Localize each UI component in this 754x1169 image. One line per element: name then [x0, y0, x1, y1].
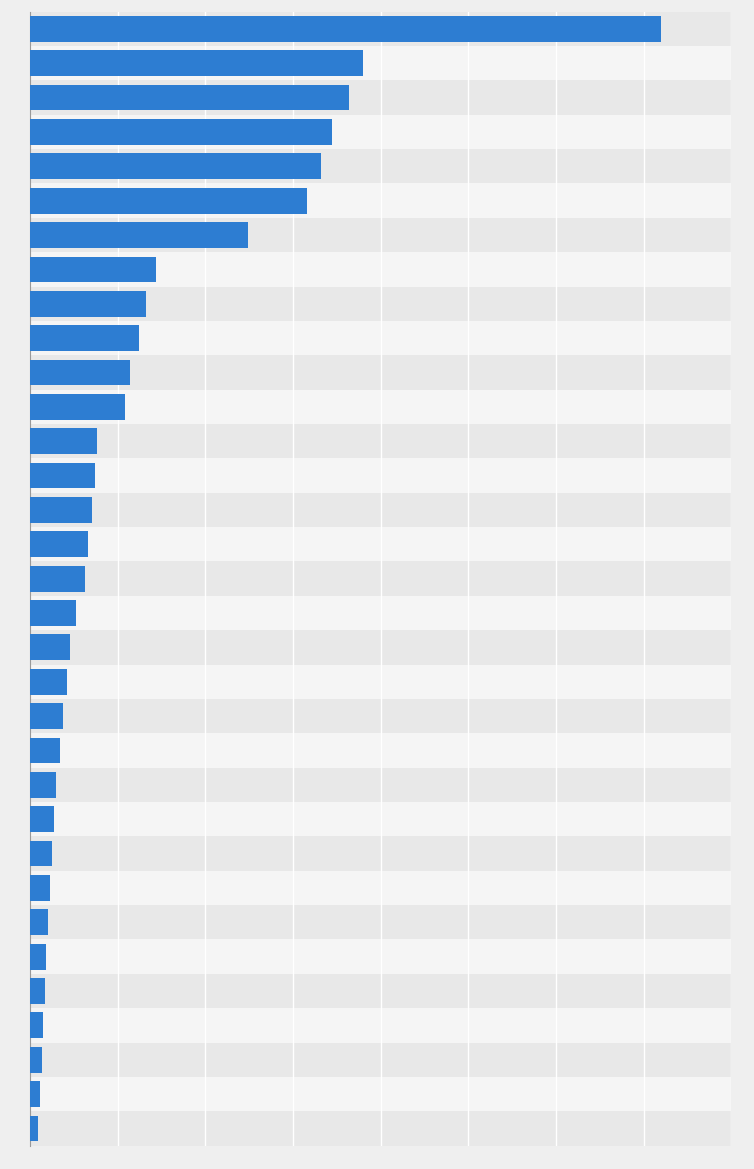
- Bar: [30, 841, 52, 866]
- Bar: [30, 325, 139, 351]
- Bar: [30, 664, 731, 699]
- Bar: [30, 836, 731, 871]
- Bar: [30, 360, 130, 386]
- Bar: [30, 291, 146, 317]
- Bar: [30, 943, 46, 969]
- Bar: [30, 321, 731, 355]
- Bar: [30, 807, 54, 832]
- Bar: [30, 115, 731, 150]
- Bar: [30, 428, 97, 454]
- Bar: [30, 669, 67, 694]
- Bar: [30, 217, 731, 253]
- Bar: [30, 424, 731, 458]
- Bar: [30, 394, 125, 420]
- Bar: [30, 355, 731, 389]
- Bar: [30, 12, 731, 46]
- Bar: [30, 940, 731, 974]
- Bar: [30, 458, 731, 493]
- Bar: [30, 561, 731, 596]
- Bar: [30, 768, 731, 802]
- Bar: [30, 184, 731, 217]
- Bar: [30, 497, 91, 523]
- Bar: [30, 1112, 731, 1146]
- Bar: [30, 81, 731, 115]
- Bar: [30, 1043, 731, 1077]
- Bar: [30, 1046, 42, 1073]
- Bar: [30, 1081, 40, 1107]
- Bar: [30, 1008, 731, 1043]
- Bar: [30, 84, 349, 111]
- Bar: [30, 253, 731, 286]
- Bar: [30, 738, 60, 763]
- Bar: [30, 566, 84, 592]
- Bar: [30, 1012, 44, 1038]
- Bar: [30, 153, 321, 179]
- Bar: [30, 802, 731, 836]
- Bar: [30, 876, 50, 901]
- Bar: [30, 493, 731, 527]
- Bar: [30, 974, 731, 1008]
- Bar: [30, 16, 661, 42]
- Bar: [30, 188, 307, 214]
- Bar: [30, 119, 332, 145]
- Bar: [30, 596, 731, 630]
- Bar: [30, 635, 70, 660]
- Bar: [30, 50, 363, 76]
- Bar: [30, 978, 45, 1004]
- Bar: [30, 704, 63, 729]
- Bar: [30, 905, 731, 940]
- Bar: [30, 527, 731, 561]
- Bar: [30, 1115, 38, 1141]
- Bar: [30, 630, 731, 664]
- Bar: [30, 46, 731, 81]
- Bar: [30, 256, 156, 282]
- Bar: [30, 389, 731, 424]
- Bar: [30, 733, 731, 768]
- Bar: [30, 222, 247, 248]
- Bar: [30, 699, 731, 733]
- Bar: [30, 532, 88, 558]
- Bar: [30, 1077, 731, 1112]
- Bar: [30, 871, 731, 905]
- Bar: [30, 909, 48, 935]
- Bar: [30, 772, 57, 797]
- Bar: [30, 150, 731, 184]
- Bar: [30, 286, 731, 321]
- Bar: [30, 463, 95, 489]
- Bar: [30, 600, 75, 625]
